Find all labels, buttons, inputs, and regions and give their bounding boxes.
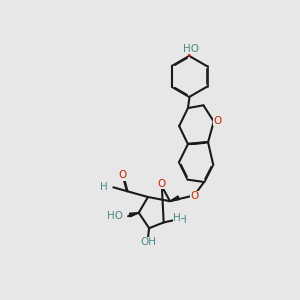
- Text: H: H: [173, 213, 181, 223]
- Text: HO: HO: [183, 44, 199, 54]
- Text: H: H: [100, 182, 108, 192]
- Polygon shape: [170, 196, 179, 201]
- Polygon shape: [130, 213, 139, 217]
- Text: H: H: [179, 215, 187, 225]
- Text: O: O: [157, 179, 165, 189]
- Text: OH: OH: [140, 237, 156, 247]
- Text: O: O: [190, 191, 199, 201]
- Text: O: O: [214, 116, 222, 126]
- Text: HO: HO: [107, 211, 123, 221]
- Text: O: O: [119, 170, 127, 180]
